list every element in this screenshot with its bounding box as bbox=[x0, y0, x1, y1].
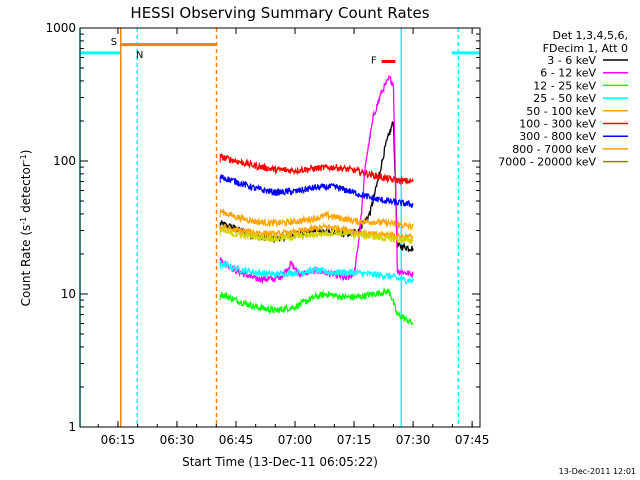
y-axis-label-main: Count Rate (s bbox=[19, 225, 33, 307]
x-tick-label-6: 07:45 bbox=[455, 433, 490, 447]
y-axis-label-sup2: -1 bbox=[19, 154, 28, 162]
x-tick-label-4: 07:15 bbox=[337, 433, 372, 447]
flag-label-2: F bbox=[371, 55, 377, 66]
x-tick-label-0: 06:15 bbox=[101, 433, 136, 447]
series-line-5 bbox=[219, 153, 414, 186]
legend-label-3: 25 - 50 keV bbox=[533, 92, 596, 105]
x-axis-ticks: 06:15 06:30 06:45 07:00 07:15 07:30 07:45 bbox=[97, 28, 490, 447]
series-line-2 bbox=[219, 286, 414, 326]
chart-title: HESSI Observing Summary Count Rates bbox=[130, 4, 429, 22]
legend-label-6: 300 - 800 keV bbox=[519, 130, 596, 143]
x-tick-label-2: 06:45 bbox=[219, 433, 254, 447]
legend-header-line2: FDecim 1, Att 0 bbox=[543, 42, 628, 55]
legend-label-1: 6 - 12 keV bbox=[540, 67, 596, 80]
x-tick-label-5: 07:30 bbox=[396, 433, 431, 447]
y-tick-label-0: 1 bbox=[68, 420, 76, 434]
legend-label-5: 100 - 300 keV bbox=[519, 118, 596, 131]
y-axis-label-end: ) bbox=[19, 150, 33, 155]
x-tick-label-3: 07:00 bbox=[278, 433, 313, 447]
series-line-4 bbox=[219, 208, 414, 232]
legend-label-7: 800 - 7000 keV bbox=[512, 143, 596, 156]
y-tick-label-1: 10 bbox=[61, 287, 76, 301]
flags-layer: S N F bbox=[80, 37, 480, 66]
timestamp: 13-Dec-2011 12:01 bbox=[559, 467, 636, 476]
y-tick-label-3: 1000 bbox=[45, 21, 76, 35]
flag-label-0: S bbox=[111, 37, 117, 48]
y-axis-label: Count Rate (s-1 detector-1) bbox=[19, 150, 33, 307]
y-axis-ticks: 1 10 100 1000 bbox=[45, 21, 480, 434]
series-line-8 bbox=[219, 225, 414, 245]
series-layer bbox=[219, 75, 414, 326]
legend-label-0: 3 - 6 keV bbox=[547, 54, 596, 67]
plot-frame bbox=[79, 27, 481, 428]
legend-label-8: 7000 - 20000 keV bbox=[498, 156, 596, 169]
x-axis-label: Start Time (13-Dec-11 06:05:22) bbox=[182, 455, 378, 469]
series-line-3 bbox=[219, 260, 414, 285]
flag-label-1: N bbox=[136, 50, 143, 61]
legend-label-2: 12 - 25 keV bbox=[533, 79, 596, 92]
legend: Det 1,3,4,5,6, FDecim 1, Att 0 3 - 6 keV… bbox=[498, 29, 628, 169]
series-line-6 bbox=[219, 174, 414, 209]
y-tick-label-2: 100 bbox=[53, 154, 76, 168]
y-axis-label-mid: detector bbox=[19, 162, 33, 217]
legend-header-line1: Det 1,3,4,5,6, bbox=[552, 29, 628, 42]
y-axis-label-sup1: -1 bbox=[19, 217, 28, 225]
legend-label-4: 50 - 100 keV bbox=[526, 105, 596, 118]
x-tick-label-1: 06:30 bbox=[160, 433, 195, 447]
